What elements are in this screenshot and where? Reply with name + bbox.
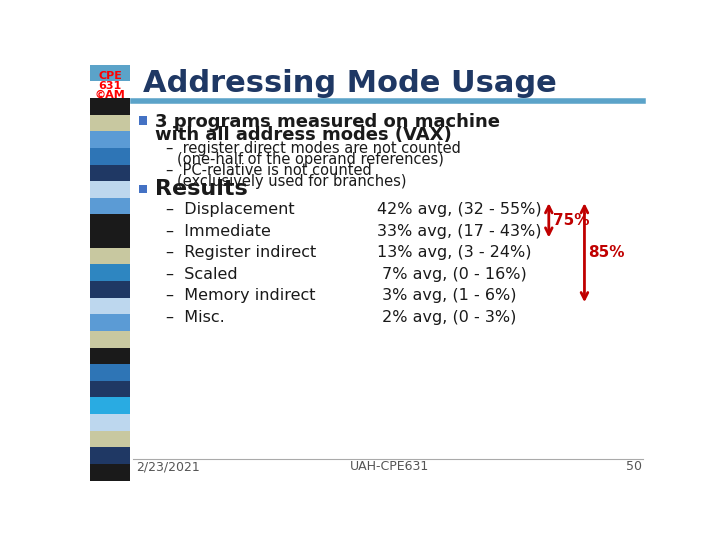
- Text: Results: Results: [155, 179, 248, 199]
- Text: (one-half of the operand references): (one-half of the operand references): [177, 152, 444, 167]
- Bar: [139, 185, 148, 193]
- Text: Addressing Mode Usage: Addressing Mode Usage: [143, 69, 557, 98]
- Bar: [90, 65, 130, 82]
- Text: –  Misc.: – Misc.: [166, 310, 225, 325]
- Text: 3% avg, (1 - 6%): 3% avg, (1 - 6%): [377, 288, 516, 303]
- Bar: [90, 314, 130, 331]
- Text: ©AM: ©AM: [95, 90, 125, 100]
- Bar: [90, 447, 130, 464]
- Bar: [90, 414, 130, 431]
- Bar: [90, 431, 130, 447]
- Bar: [90, 364, 130, 381]
- Bar: [90, 165, 130, 181]
- Text: –  PC-relative is not counted: – PC-relative is not counted: [166, 164, 372, 178]
- Bar: [90, 214, 130, 231]
- Bar: [90, 265, 130, 281]
- Bar: [90, 348, 130, 364]
- Bar: [90, 464, 130, 481]
- Text: –  Scaled: – Scaled: [166, 267, 238, 282]
- Bar: [90, 381, 130, 397]
- Bar: [90, 181, 130, 198]
- Text: 13% avg, (3 - 24%): 13% avg, (3 - 24%): [377, 245, 531, 260]
- Bar: [90, 98, 130, 114]
- Text: 50: 50: [626, 460, 642, 473]
- Bar: [139, 117, 148, 125]
- Text: –  Immediate: – Immediate: [166, 224, 271, 239]
- Text: CPE: CPE: [98, 71, 122, 82]
- Text: with all address modes (VAX): with all address modes (VAX): [155, 126, 452, 144]
- Bar: [90, 397, 130, 414]
- Text: –  Displacement: – Displacement: [166, 202, 294, 217]
- Bar: [90, 231, 130, 248]
- Text: 85%: 85%: [588, 245, 625, 260]
- Bar: [90, 331, 130, 348]
- Text: –  Register indirect: – Register indirect: [166, 245, 316, 260]
- Text: (exclusively used for branches): (exclusively used for branches): [177, 174, 406, 189]
- Text: 3 programs measured on machine: 3 programs measured on machine: [155, 113, 500, 131]
- Bar: [90, 298, 130, 314]
- Text: 2/23/2021: 2/23/2021: [137, 460, 200, 473]
- Text: 2% avg, (0 - 3%): 2% avg, (0 - 3%): [377, 310, 516, 325]
- Text: 42% avg, (32 - 55%): 42% avg, (32 - 55%): [377, 202, 541, 217]
- Text: UAH-CPE631: UAH-CPE631: [351, 460, 430, 473]
- Bar: [90, 148, 130, 165]
- Text: –  Memory indirect: – Memory indirect: [166, 288, 315, 303]
- Bar: [90, 114, 130, 131]
- Bar: [90, 248, 130, 265]
- Bar: [90, 281, 130, 298]
- Text: 631: 631: [99, 80, 122, 91]
- Text: 33% avg, (17 - 43%): 33% avg, (17 - 43%): [377, 224, 541, 239]
- Bar: [90, 131, 130, 148]
- Text: 7% avg, (0 - 16%): 7% avg, (0 - 16%): [377, 267, 526, 282]
- Text: 75%: 75%: [553, 213, 589, 228]
- Bar: [90, 198, 130, 214]
- Bar: [90, 82, 130, 98]
- Text: –  register direct modes are not counted: – register direct modes are not counted: [166, 141, 461, 156]
